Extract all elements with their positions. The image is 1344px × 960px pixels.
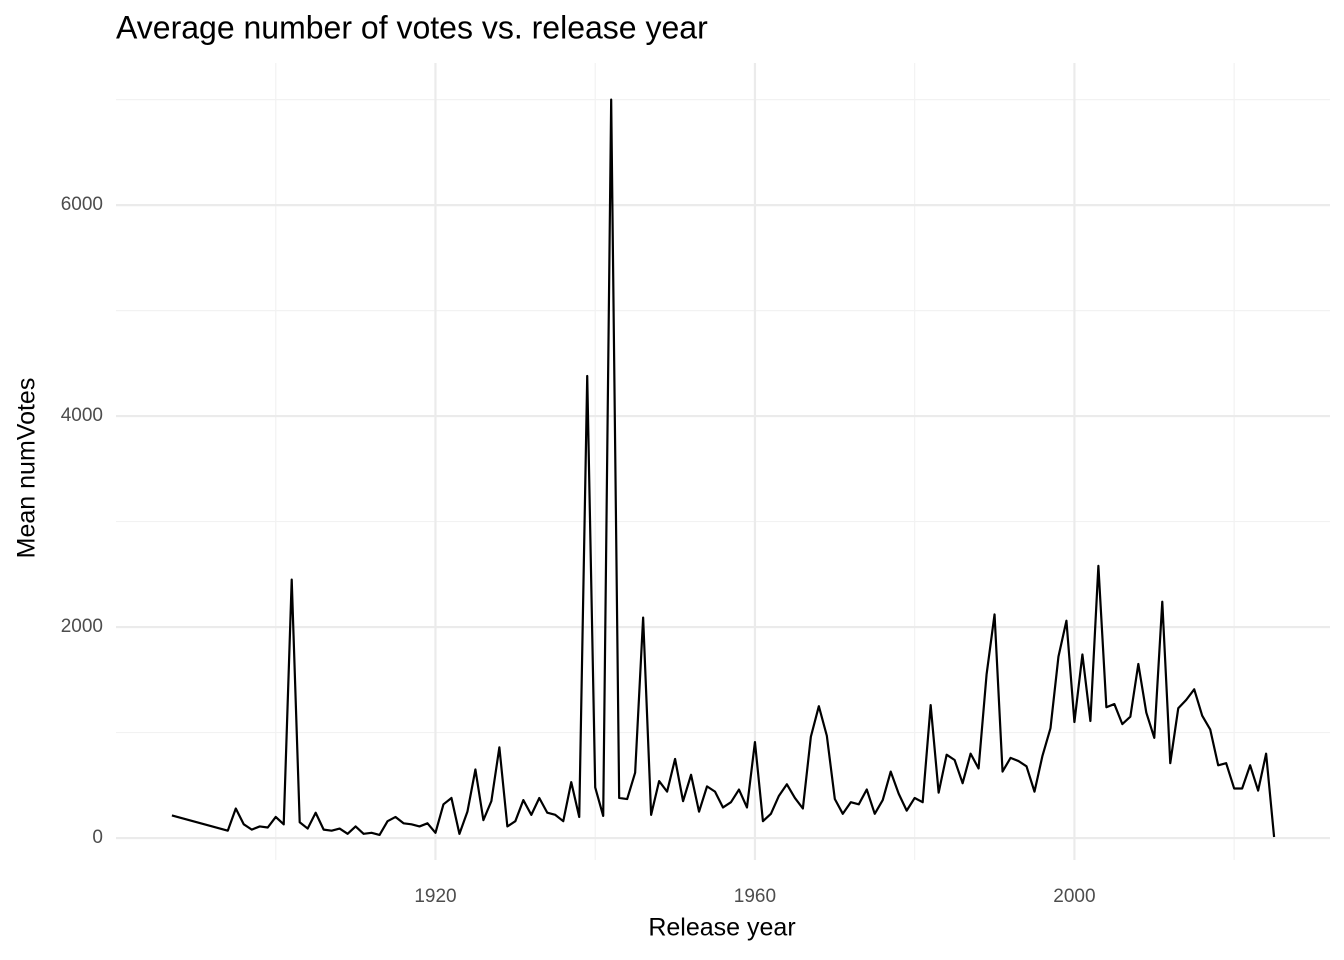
chart-title: Average number of votes vs. release year <box>116 9 708 45</box>
grid <box>116 63 1330 860</box>
x-tick-label: 2000 <box>1053 886 1095 907</box>
y-tick-label: 0 <box>92 827 103 848</box>
y-axis-title: Mean numVotes <box>13 378 41 559</box>
data-line <box>171 98 1276 838</box>
y-tick-label: 4000 <box>61 405 103 426</box>
y-tick-label: 6000 <box>61 194 103 215</box>
x-tick-label: 1960 <box>734 886 776 907</box>
x-tick-label: 1920 <box>414 886 456 907</box>
x-axis-title: Release year <box>648 914 795 942</box>
y-tick-label: 2000 <box>61 616 103 637</box>
